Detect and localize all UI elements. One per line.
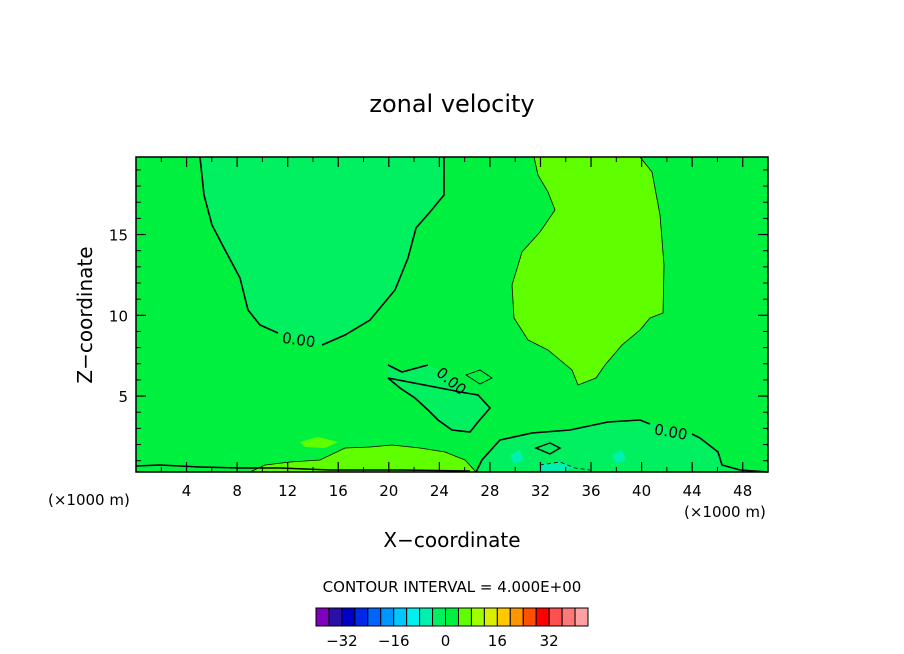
- colorbar-swatch: [315, 607, 330, 627]
- region-upper-right: [512, 157, 664, 385]
- contour-small-loop: [534, 442, 562, 455]
- colorbar: [315, 607, 589, 627]
- x-tick-label: 36: [581, 482, 600, 500]
- x-unit-right: (×1000 m): [684, 503, 766, 521]
- y-axis-ticks: 5 10 15: [109, 169, 768, 462]
- x-unit-left: (×1000 m): [48, 491, 130, 509]
- colorbar-swatch: [445, 607, 459, 627]
- x-tick-label: 40: [632, 482, 651, 500]
- y-tick-label: 5: [118, 388, 128, 406]
- chart-title: zonal velocity: [369, 90, 534, 118]
- colorbar-swatch: [535, 607, 550, 627]
- x-tick-label: 24: [430, 482, 449, 500]
- contour-lines: [135, 156, 769, 473]
- y-tick-label: 10: [109, 307, 128, 325]
- colorbar-swatch: [561, 607, 576, 627]
- colorbar-swatch: [548, 607, 563, 627]
- contour-label-2: 0.00: [653, 420, 689, 444]
- colorbar-swatch: [522, 607, 537, 627]
- colorbar-label: −32: [326, 632, 358, 650]
- colorbar-swatch: [432, 607, 447, 627]
- colorbar-label: −16: [378, 632, 410, 650]
- colorbar-swatch: [574, 607, 589, 627]
- region-bottom-right: [476, 420, 768, 472]
- plot-frame: [135, 156, 769, 473]
- contour-fill: [136, 157, 768, 472]
- colorbar-labels: −32 −16 0 16 32: [326, 632, 559, 650]
- region-warm-patch: [300, 437, 338, 448]
- colorbar-swatch: [470, 607, 485, 627]
- x-tick-label: 48: [733, 482, 752, 500]
- x-tick-label: 44: [683, 482, 702, 500]
- x-tick-label: 4: [182, 482, 192, 500]
- region-cyan-patch-3: [612, 450, 626, 464]
- x-tick-label: 12: [278, 482, 297, 500]
- contour-dashed: [539, 461, 591, 471]
- colorbar-swatch: [509, 607, 524, 627]
- contour-zero-upper-left: [199, 156, 445, 346]
- colorbar-swatch: [393, 607, 408, 627]
- colorbar-label: 16: [488, 632, 507, 650]
- region-bottom-left-warm: [250, 445, 476, 472]
- colorbar-label: 32: [540, 632, 559, 650]
- colorbar-swatch: [406, 607, 421, 627]
- x-tick-label: 32: [531, 482, 550, 500]
- contour-label-0: 0.00: [281, 329, 317, 351]
- colorbar-label: 0: [441, 632, 451, 650]
- colorbar-swatch: [328, 607, 343, 627]
- x-tick-label: 16: [329, 482, 348, 500]
- region-mid-blob: [388, 365, 490, 432]
- x-axis-label: X−coordinate: [383, 528, 520, 552]
- contour-interval-text: CONTOUR INTERVAL = 4.000E+00: [323, 578, 582, 596]
- region-upper-left: [200, 157, 444, 345]
- colorbar-swatch: [354, 607, 369, 627]
- x-axis-ticks: 4 8 12 16 20 24 28 32 36 40 44 48: [160, 157, 752, 500]
- colorbar-swatch: [380, 607, 395, 627]
- x-tick-label: 28: [480, 482, 499, 500]
- contour-small-loop-2: [465, 369, 493, 385]
- region-cyan-patch-1: [510, 450, 524, 464]
- colorbar-swatch: [419, 607, 434, 627]
- contour-zero-mid-blob: [387, 364, 492, 433]
- colorbar-swatch: [367, 607, 382, 627]
- contour-upper-right: [511, 156, 665, 386]
- y-axis-label: Z−coordinate: [73, 246, 97, 383]
- colorbar-swatch: [457, 607, 472, 627]
- y-tick-label: 15: [109, 227, 128, 245]
- x-tick-label: 8: [232, 482, 242, 500]
- colorbar-swatch: [341, 607, 356, 627]
- contour-bottom-left: [249, 444, 477, 473]
- x-tick-label: 20: [379, 482, 398, 500]
- contour-zero-bottom-right: [475, 419, 769, 473]
- colorbar-swatch: [483, 607, 498, 627]
- colorbar-swatch: [496, 607, 511, 627]
